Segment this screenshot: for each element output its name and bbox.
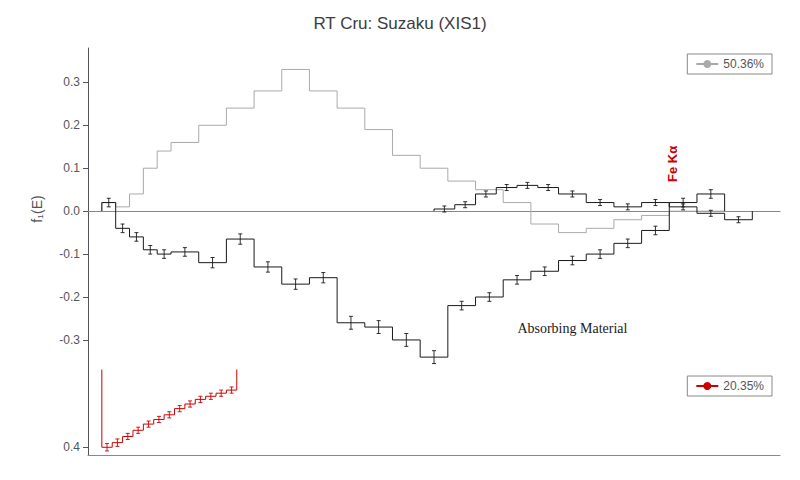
svg-text:f₁(E): f₁(E) (29, 195, 45, 222)
svg-text:RT Cru: Suzaku (XIS1): RT Cru: Suzaku (XIS1) (313, 14, 486, 33)
svg-text:-0.2: -0.2 (59, 290, 80, 304)
svg-text:0.0: 0.0 (63, 204, 80, 218)
svg-text:0.4: 0.4 (63, 440, 80, 454)
svg-text:Fe Kα: Fe Kα (665, 146, 680, 182)
svg-text:-0.1: -0.1 (59, 247, 80, 261)
svg-text:20.35%: 20.35% (723, 379, 764, 393)
svg-text:0.3: 0.3 (63, 75, 80, 89)
svg-text:Absorbing Material: Absorbing Material (517, 321, 627, 336)
svg-text:0.1: 0.1 (63, 161, 80, 175)
svg-text:50.36%: 50.36% (723, 57, 764, 71)
svg-text:0.2: 0.2 (63, 118, 80, 132)
svg-text:-0.3: -0.3 (59, 333, 80, 347)
